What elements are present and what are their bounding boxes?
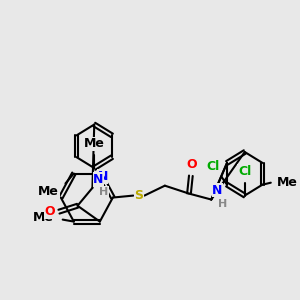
Text: Me: Me bbox=[38, 185, 59, 198]
Text: N: N bbox=[93, 173, 104, 186]
Text: Me: Me bbox=[84, 137, 105, 150]
Text: H: H bbox=[99, 187, 108, 197]
Text: O: O bbox=[187, 158, 197, 171]
Text: N: N bbox=[98, 170, 108, 183]
Text: Me: Me bbox=[32, 211, 53, 224]
Text: O: O bbox=[45, 205, 55, 218]
Text: Me: Me bbox=[277, 176, 298, 189]
Text: Cl: Cl bbox=[238, 165, 251, 178]
Text: N: N bbox=[212, 184, 223, 196]
Text: S: S bbox=[134, 189, 143, 202]
Text: H: H bbox=[218, 200, 227, 209]
Text: Cl: Cl bbox=[206, 160, 220, 173]
